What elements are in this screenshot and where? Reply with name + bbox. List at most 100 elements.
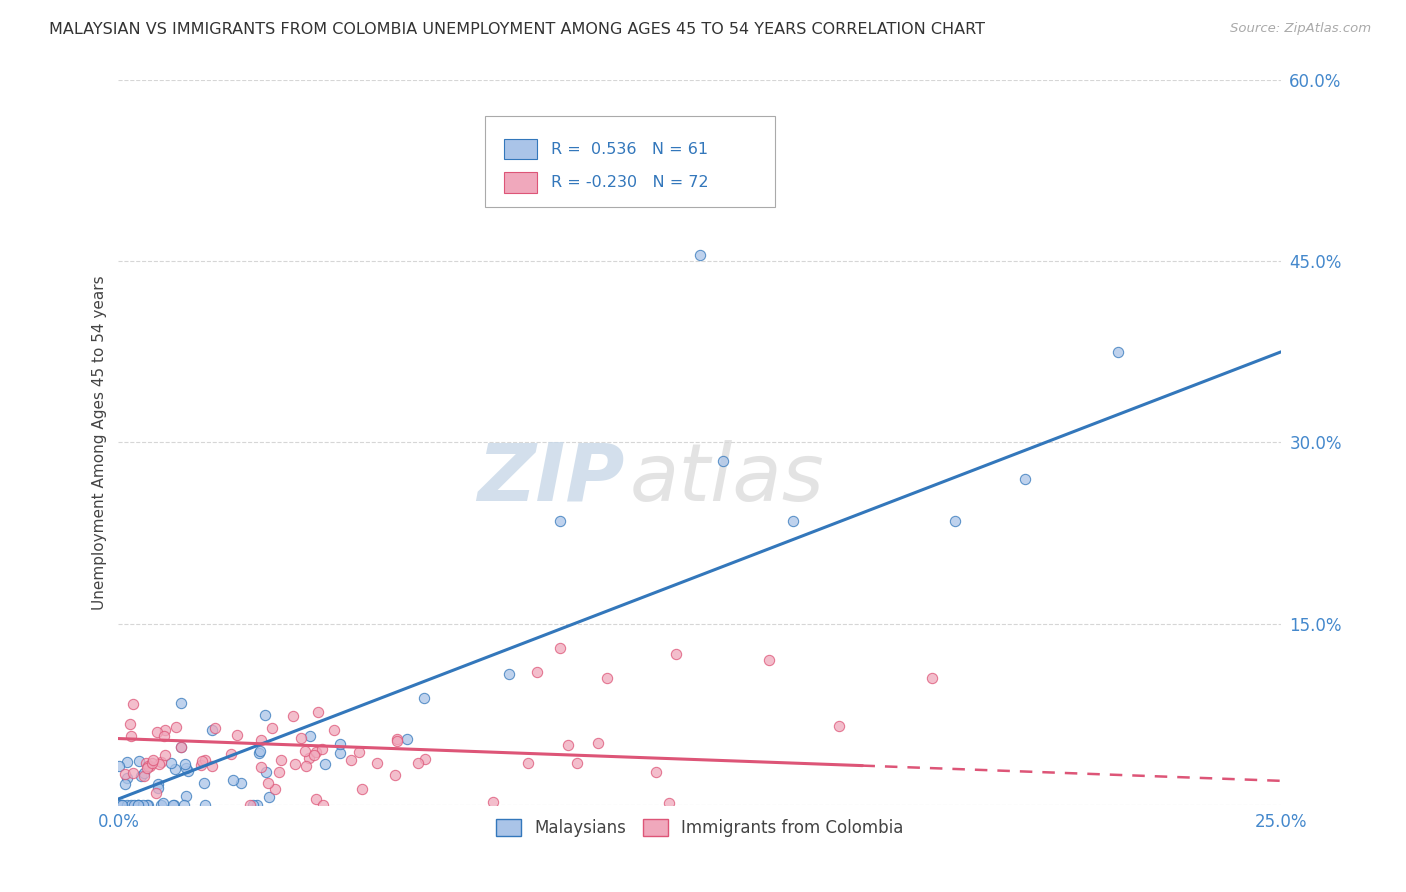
Point (108, 759, 131, 773)
Point (115, 771, 138, 785)
Point (548, 514, 571, 528)
Point (150, 755, 173, 769)
Point (145, 785, 167, 799)
Point (132, 797, 155, 812)
Point (174, 789, 197, 803)
Point (121, 730, 143, 744)
Point (120, 797, 142, 812)
Point (385, 731, 408, 746)
Point (146, 724, 169, 739)
Point (323, 723, 346, 737)
Point (298, 751, 321, 765)
Point (132, 766, 155, 780)
FancyBboxPatch shape (505, 139, 537, 159)
Point (201, 759, 224, 773)
Point (110, 797, 132, 812)
Point (247, 746, 270, 760)
Point (127, 797, 149, 812)
Point (174, 761, 197, 775)
Point (194, 753, 217, 767)
Point (225, 728, 247, 742)
Point (349, 746, 371, 760)
Point (111, 797, 134, 812)
Point (517, 756, 540, 770)
Point (122, 797, 145, 812)
Point (305, 745, 328, 759)
Point (782, 514, 804, 528)
Point (665, 647, 688, 661)
Point (689, 248, 711, 262)
Point (396, 732, 419, 747)
Point (352, 781, 374, 796)
Point (283, 757, 305, 772)
Point (329, 746, 352, 760)
Point (194, 797, 217, 812)
Point (299, 729, 322, 743)
Point (586, 736, 609, 750)
Point (312, 797, 335, 812)
Point (148, 756, 170, 771)
Point (921, 671, 943, 685)
Point (146, 780, 169, 795)
Point (305, 792, 328, 806)
Point (269, 765, 291, 780)
Point (526, 665, 548, 679)
Point (596, 671, 619, 685)
Point (311, 742, 333, 756)
Point (366, 756, 388, 771)
Point (412, 690, 434, 705)
Point (135, 756, 157, 770)
Point (249, 744, 271, 758)
Point (548, 640, 571, 655)
Point (152, 796, 174, 810)
Point (294, 744, 316, 758)
Legend: Malaysians, Immigrants from Colombia: Malaysians, Immigrants from Colombia (489, 813, 910, 844)
Point (136, 759, 159, 773)
Point (170, 740, 193, 755)
Point (149, 797, 172, 812)
Point (162, 797, 184, 812)
Point (557, 738, 579, 752)
FancyBboxPatch shape (485, 116, 775, 207)
Point (257, 776, 280, 790)
Point (153, 723, 176, 737)
Point (711, 453, 734, 467)
Text: R = -0.230   N = 72: R = -0.230 N = 72 (551, 175, 709, 190)
Point (115, 755, 138, 769)
Point (169, 696, 191, 710)
Point (250, 733, 273, 747)
Point (136, 797, 159, 812)
Text: Source: ZipAtlas.com: Source: ZipAtlas.com (1230, 22, 1371, 36)
Point (307, 706, 329, 720)
Point (222, 772, 245, 787)
Point (413, 752, 436, 766)
Point (127, 797, 149, 812)
Point (314, 757, 336, 772)
Point (146, 777, 169, 791)
Point (128, 754, 150, 768)
Point (1107, 344, 1129, 359)
Point (155, 748, 177, 763)
Point (114, 777, 136, 791)
Point (384, 767, 406, 781)
Point (136, 797, 159, 812)
Point (281, 709, 304, 723)
Text: ZIP: ZIP (477, 440, 624, 517)
Point (264, 782, 287, 797)
Point (758, 653, 780, 667)
Point (135, 761, 157, 775)
Point (242, 797, 264, 812)
Point (340, 753, 363, 767)
Point (239, 797, 262, 812)
Point (141, 756, 163, 770)
Point (121, 765, 143, 780)
Point (482, 795, 505, 809)
Point (329, 737, 352, 751)
Point (122, 698, 145, 712)
Point (160, 756, 183, 771)
Point (138, 759, 160, 773)
Point (177, 764, 200, 778)
Point (165, 720, 187, 734)
Point (253, 708, 276, 723)
Point (290, 731, 312, 746)
